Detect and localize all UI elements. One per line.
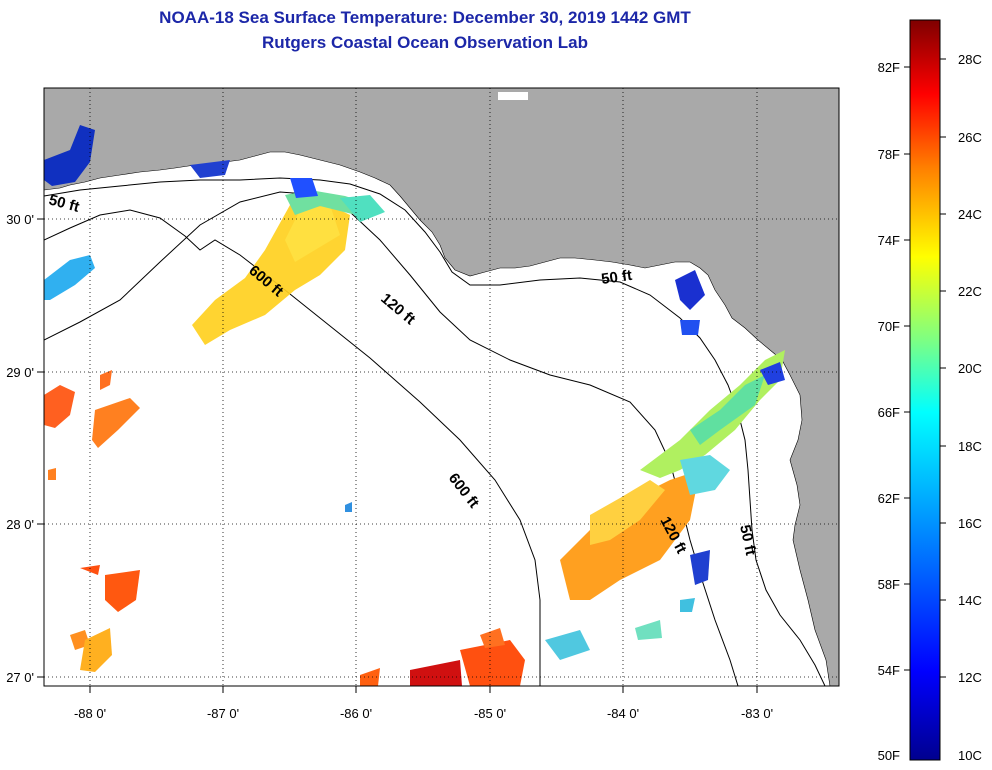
colorbar-label-c: 26C	[958, 130, 982, 145]
sst-patches	[44, 125, 785, 686]
colorbar-label-f: 70F	[878, 319, 900, 334]
colorbar-label-c: 22C	[958, 284, 982, 299]
lat-tick-label: 27 0'	[6, 670, 34, 685]
isobath-120ft	[44, 191, 739, 686]
map-border	[43, 87, 840, 687]
colorbar-label-c: 18C	[958, 439, 982, 454]
colorbar-label-c: 12C	[958, 670, 982, 685]
colorbar-label-f: 58F	[878, 577, 900, 592]
isobath-50ft	[44, 177, 826, 686]
isobath-label-50ft-north: 50 ft	[600, 267, 633, 288]
isobath-label-50ft-south: 50 ft	[736, 523, 759, 557]
island	[498, 92, 528, 100]
colorbar-label-f: 54F	[878, 663, 900, 678]
colorbar-label-f: 50F	[878, 748, 900, 763]
colorbar-label-c: 14C	[958, 593, 982, 608]
map-area	[44, 88, 839, 686]
isobath-600ft	[44, 209, 541, 686]
colorbar-label-f: 74F	[878, 233, 900, 248]
lon-tick-label: -84 0'	[607, 706, 639, 721]
colorbar-label-c: 20C	[958, 361, 982, 376]
colorbar-label-c: 28C	[958, 52, 982, 67]
lat-tick-label: 30 0'	[6, 212, 34, 227]
lat-tick-label: 29 0'	[6, 365, 34, 380]
colorbar-label-f: 66F	[878, 405, 900, 420]
colorbar-label-c: 16C	[958, 516, 982, 531]
axis-ticks	[37, 218, 758, 693]
colorbar	[909, 19, 941, 761]
map-subtitle: Rutgers Coastal Ocean Observation Lab	[262, 33, 588, 52]
colorbar-label-f: 82F	[878, 60, 900, 75]
colorbar-label-f: 62F	[878, 491, 900, 506]
lat-tick-label: 28 0'	[6, 517, 34, 532]
colorbar-label-c: 10C	[958, 748, 982, 763]
colorbar-label-f: 78F	[878, 147, 900, 162]
colorbar-ticks	[904, 58, 946, 678]
map-title: NOAA-18 Sea Surface Temperature: Decembe…	[159, 8, 691, 27]
colorbar-label-c: 24C	[958, 207, 982, 222]
graticule	[44, 88, 839, 686]
lon-tick-label: -88 0'	[74, 706, 106, 721]
lon-tick-label: -83 0'	[741, 706, 773, 721]
lon-tick-label: -86 0'	[340, 706, 372, 721]
lon-tick-label: -85 0'	[474, 706, 506, 721]
lon-tick-label: -87 0'	[207, 706, 239, 721]
